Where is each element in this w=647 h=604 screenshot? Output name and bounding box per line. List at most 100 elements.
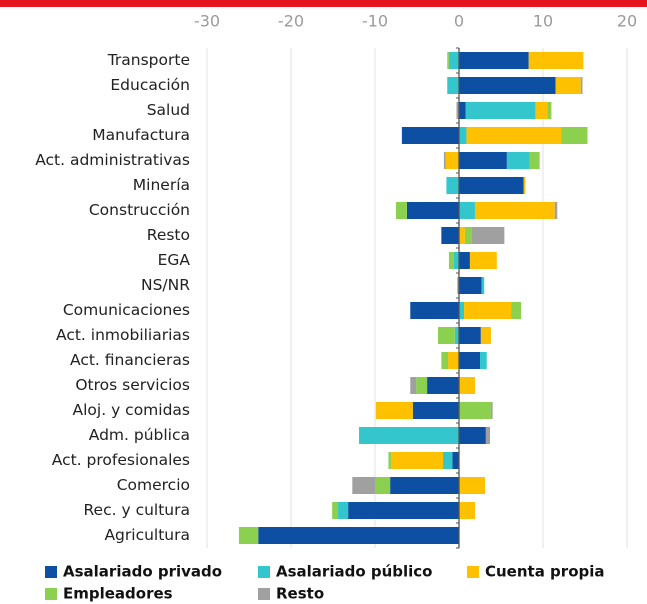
bar-segment <box>457 277 459 294</box>
bar-segment <box>390 452 444 469</box>
bar-segment <box>359 427 459 444</box>
category-label: Comunicaciones <box>63 301 190 319</box>
category-label: Construcción <box>89 201 190 219</box>
bar-segment <box>401 127 459 144</box>
category-label: NS/NR <box>141 276 190 294</box>
bar-segment <box>459 127 467 144</box>
bar-segment <box>390 477 459 494</box>
category-label: Act. financieras <box>70 351 190 369</box>
top-band <box>0 0 647 7</box>
bar-segment <box>348 502 459 519</box>
category-label: Act. inmobiliarias <box>56 326 190 344</box>
bar-segment <box>416 377 428 394</box>
x-tick-label: -10 <box>362 12 388 31</box>
legend-label: Empleadores <box>63 585 173 603</box>
bar-segment <box>459 352 480 369</box>
bar-segment <box>447 52 449 69</box>
x-tick-label: 10 <box>533 12 553 31</box>
bar-segment <box>352 477 375 494</box>
category-label: Comercio <box>117 476 190 494</box>
bar-segment <box>466 127 562 144</box>
bar-segment <box>480 352 487 369</box>
category-label: Educación <box>110 76 190 94</box>
legend-swatch <box>258 588 270 600</box>
category-label: Otros servicios <box>75 376 190 394</box>
bar-segment <box>459 77 556 94</box>
bar-segment <box>464 302 512 319</box>
bar-segment <box>561 127 588 144</box>
bar-segment <box>410 302 459 319</box>
bar-segment <box>388 452 391 469</box>
legend-swatch <box>45 566 57 578</box>
category-label: Agricultura <box>104 526 190 544</box>
bar-segment <box>446 177 459 194</box>
category-label: EGA <box>158 251 191 269</box>
bar-segment <box>459 377 475 394</box>
bar-segment <box>474 202 555 219</box>
bar-segment <box>580 77 583 94</box>
bar-segment <box>459 252 470 269</box>
bar-segment <box>443 452 453 469</box>
x-tick-label: 20 <box>617 12 637 31</box>
bar-segment <box>555 77 581 94</box>
bar-segment <box>454 327 459 344</box>
bar-segment <box>459 202 475 219</box>
bar-segment <box>465 102 536 119</box>
bar-segment <box>452 452 459 469</box>
bar-segment <box>448 352 459 369</box>
category-label: Transporte <box>107 51 190 69</box>
category-label: Aloj. y comidas <box>73 401 190 419</box>
bar-segment <box>459 227 465 244</box>
bar-segment <box>448 252 454 269</box>
bar-segment <box>441 352 449 369</box>
legend-swatch <box>45 588 57 600</box>
bar-segment <box>445 152 459 169</box>
bar-segment <box>459 477 486 494</box>
category-label: Adm. pública <box>89 426 190 444</box>
bar-segment <box>529 152 540 169</box>
bar-segment <box>238 527 259 544</box>
bar-segment <box>481 277 485 294</box>
bar-segment <box>469 252 497 269</box>
legend-label: Cuenta propia <box>485 563 605 581</box>
legend-label: Asalariado privado <box>63 563 222 581</box>
category-label: Rec. y cultura <box>83 501 190 519</box>
bar-segment <box>456 102 459 119</box>
category-label: Salud <box>147 101 190 119</box>
bar-segment <box>506 152 530 169</box>
x-tick-label: 0 <box>454 12 464 31</box>
bar-segment <box>459 402 491 419</box>
x-tick-label: -30 <box>194 12 220 31</box>
bar-segment <box>459 152 507 169</box>
bar-segment <box>459 52 529 69</box>
category-label: Resto <box>147 226 190 244</box>
bar-segment <box>438 327 455 344</box>
bar-segment <box>453 252 459 269</box>
bar-segment <box>480 327 491 344</box>
bar-segment <box>459 427 486 444</box>
bar-segment <box>406 202 459 219</box>
bar-segment <box>554 202 558 219</box>
bar-segment <box>258 527 459 544</box>
x-tick-label: -20 <box>278 12 304 31</box>
bar-segment <box>459 102 466 119</box>
category-label: Act. administrativas <box>35 151 190 169</box>
bar-segment <box>471 227 505 244</box>
category-label: Minería <box>133 176 190 194</box>
bar-segment <box>459 277 482 294</box>
bar-segment <box>459 177 524 194</box>
legend-label: Resto <box>276 585 324 603</box>
bar-segment <box>448 52 459 69</box>
category-label: Manufactura <box>92 126 190 144</box>
bar-segment <box>464 227 472 244</box>
bar-segment <box>396 202 407 219</box>
bar-segment <box>459 502 475 519</box>
bar-segment <box>485 427 491 444</box>
legend-label: Asalariado público <box>276 563 432 581</box>
bar-segment <box>443 152 446 169</box>
bar-segment <box>412 402 459 419</box>
bar-segment <box>427 377 459 394</box>
bar-segment <box>332 502 339 519</box>
bar-segment <box>535 102 548 119</box>
